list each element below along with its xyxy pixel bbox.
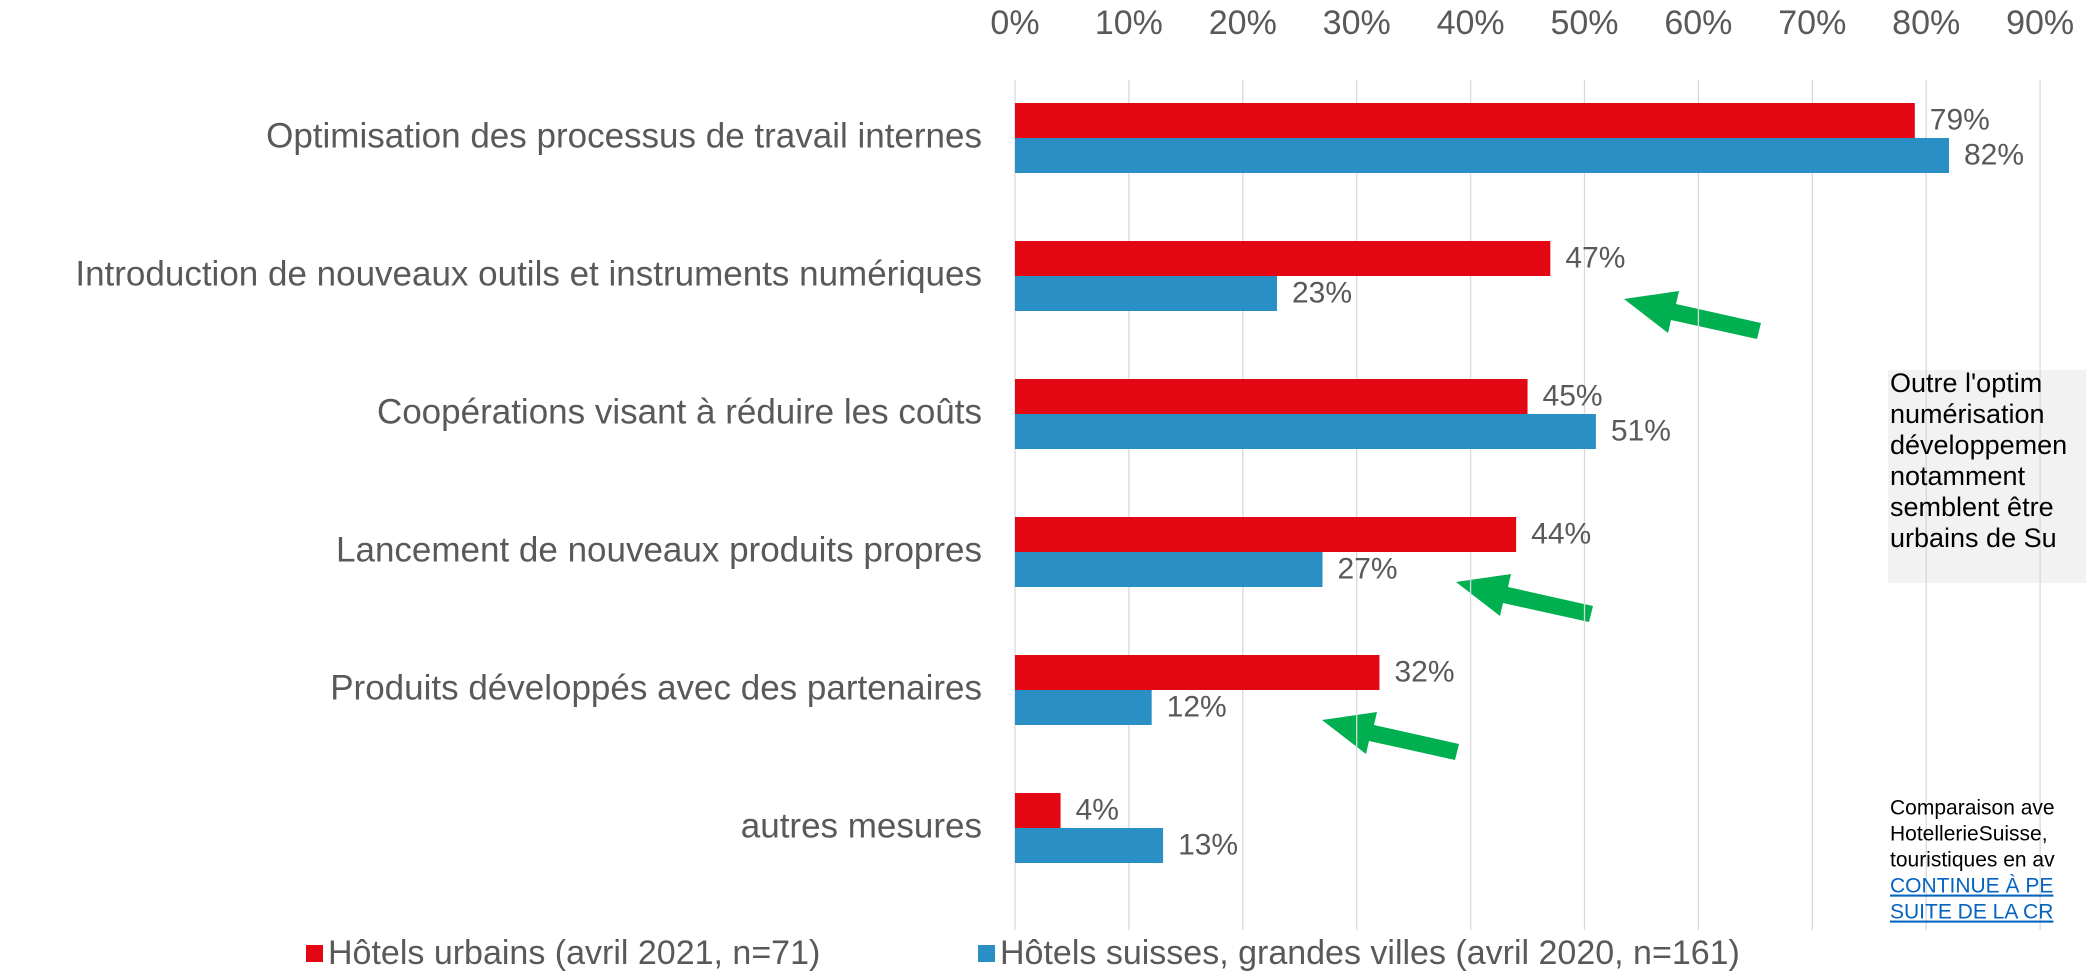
x-tick-label: 50% (1550, 4, 1618, 42)
category-label: Lancement de nouveaux produits propres (336, 530, 982, 569)
data-label: 51% (1611, 414, 1671, 447)
category-label: Produits développés avec des partenaires (330, 668, 982, 707)
bar (1015, 517, 1517, 552)
bar (1015, 379, 1528, 414)
source-link[interactable]: CONTINUE À PE (1890, 875, 2053, 898)
note-text: développemen (1890, 430, 2067, 460)
data-label: 13% (1178, 828, 1238, 861)
data-label: 45% (1543, 379, 1603, 412)
source-text: Comparaison ave (1890, 797, 2055, 820)
note-text: numérisation (1890, 399, 2045, 429)
note-box (1888, 370, 2086, 583)
source-text: HotellerieSuisse, (1890, 823, 2048, 846)
bar (1015, 103, 1915, 138)
data-label: 47% (1565, 241, 1625, 274)
x-tick-label: 90% (2006, 4, 2074, 42)
category-label: Coopérations visant à réduire les coûts (377, 392, 982, 431)
note-text: Outre l'optim (1890, 368, 2042, 398)
legend-swatch (306, 945, 323, 962)
data-label: 32% (1394, 655, 1454, 688)
legend-label: Hôtels suisses, grandes villes (avril 20… (1000, 934, 1740, 972)
bar (1015, 241, 1551, 276)
x-tick-label: 60% (1664, 4, 1732, 42)
arrow (1624, 291, 1761, 339)
source-text: touristiques en av (1890, 849, 2055, 872)
x-tick-label: 10% (1095, 4, 1163, 42)
legend-label: Hôtels urbains (avril 2021, n=71) (328, 934, 820, 972)
data-label: 44% (1531, 517, 1591, 550)
bar (1015, 414, 1596, 449)
x-tick-label: 70% (1778, 4, 1846, 42)
x-tick-label: 40% (1437, 4, 1505, 42)
bar (1015, 552, 1323, 587)
data-label: 82% (1964, 138, 2024, 171)
data-label: 27% (1338, 552, 1398, 585)
bar (1015, 828, 1164, 863)
x-tick-label: 20% (1209, 4, 1277, 42)
category-label: autres mesures (741, 806, 982, 845)
data-label: 79% (1930, 103, 1990, 136)
bar (1015, 655, 1380, 690)
arrow (1322, 712, 1459, 760)
bar (1015, 138, 1949, 173)
bar (1015, 690, 1152, 725)
bar (1015, 793, 1061, 828)
note-text: notamment (1890, 461, 2026, 491)
category-label: Optimisation des processus de travail in… (266, 116, 982, 155)
x-tick-label: 0% (990, 4, 1039, 42)
category-label: Introduction de nouveaux outils et instr… (75, 254, 982, 293)
note-text: semblent être (1890, 492, 2054, 522)
x-tick-label: 80% (1892, 4, 1960, 42)
legend-swatch (978, 945, 995, 962)
source-link[interactable]: SUITE DE LA CR (1890, 901, 2053, 924)
bar (1015, 276, 1277, 311)
arrow (1456, 574, 1593, 622)
data-label: 4% (1076, 793, 1119, 826)
data-label: 12% (1167, 690, 1227, 723)
x-tick-label: 30% (1323, 4, 1391, 42)
note-text: urbains de Su (1890, 523, 2057, 553)
data-label: 23% (1292, 276, 1352, 309)
